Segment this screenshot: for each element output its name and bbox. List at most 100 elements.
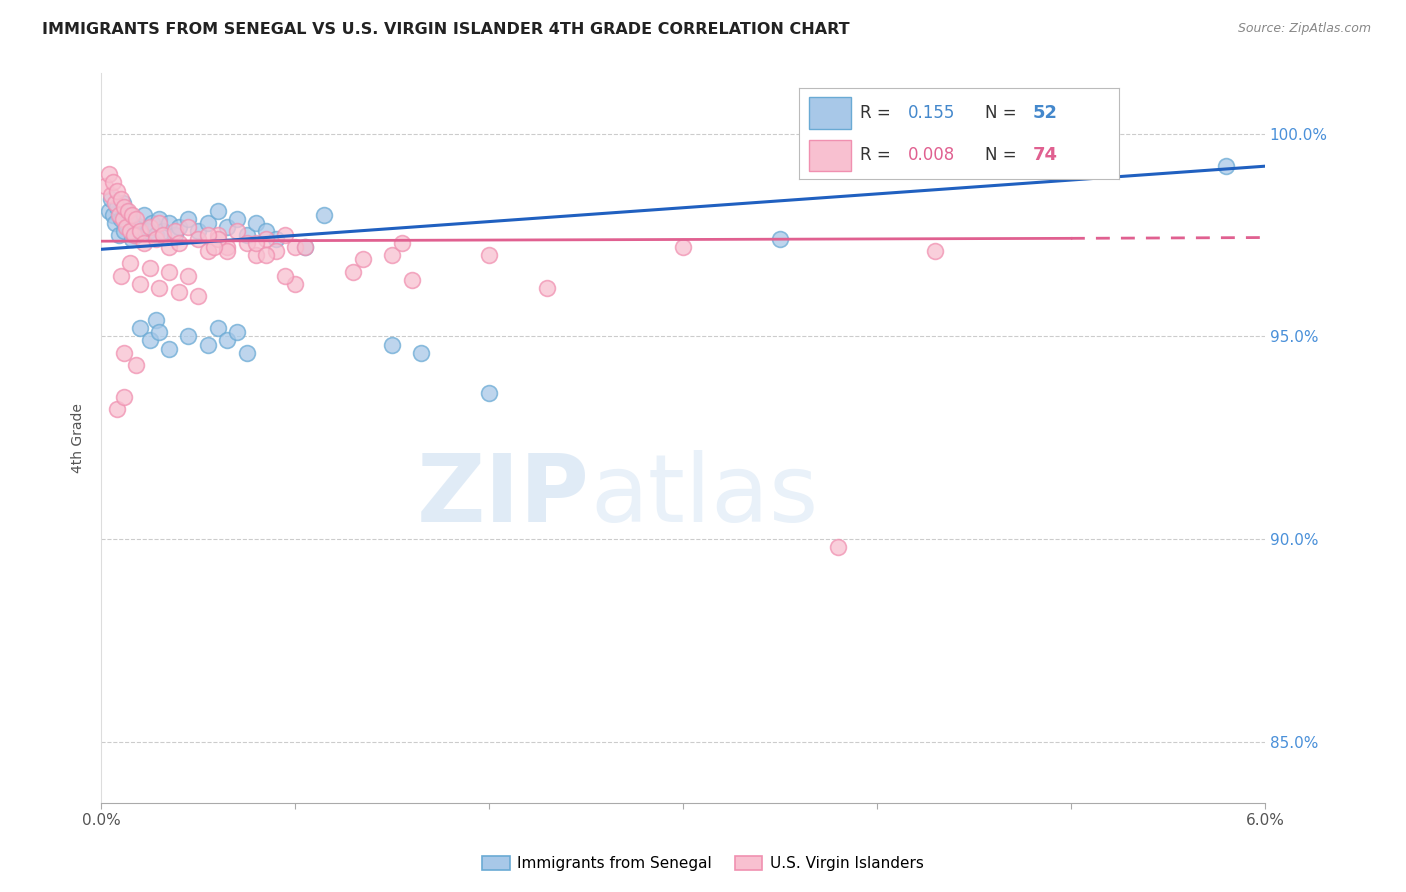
Point [411, 345, 433, 359]
Point [264, 232, 287, 246]
Point [152, 224, 174, 238]
Point [129, 224, 152, 238]
Point [827, 540, 849, 554]
Point [105, 402, 128, 417]
Point [157, 342, 180, 356]
Point [235, 345, 257, 359]
Point [235, 228, 257, 243]
Point [254, 232, 277, 246]
Point [245, 248, 267, 262]
Point [104, 195, 127, 210]
Point [115, 219, 138, 234]
Point [148, 211, 170, 226]
Point [100, 187, 122, 202]
Point [105, 200, 128, 214]
Point [105, 184, 128, 198]
Point [217, 334, 239, 348]
Point [107, 228, 129, 243]
Point [125, 228, 148, 243]
Text: Source: ZipAtlas.com: Source: ZipAtlas.com [1237, 22, 1371, 36]
Point [177, 219, 200, 234]
Point [101, 175, 124, 189]
Point [226, 224, 249, 238]
Point [187, 289, 209, 303]
Point [114, 224, 136, 238]
Point [101, 208, 124, 222]
Point [132, 208, 155, 222]
Point [254, 224, 277, 238]
Point [163, 224, 186, 238]
Point [207, 228, 229, 243]
Point [138, 260, 160, 275]
Point [245, 216, 267, 230]
Point [536, 281, 558, 295]
Point [284, 277, 307, 291]
Point [352, 252, 374, 267]
Point [110, 211, 132, 226]
Point [138, 334, 160, 348]
Point [145, 232, 167, 246]
Point [187, 232, 209, 246]
Text: ZIP: ZIP [418, 450, 591, 542]
Point [157, 216, 180, 230]
Point [284, 240, 307, 254]
Point [129, 321, 152, 335]
Point [120, 256, 142, 270]
Point [177, 329, 200, 343]
Point [122, 216, 145, 230]
Point [122, 228, 145, 243]
Point [254, 248, 277, 262]
Point [217, 244, 239, 259]
Point [391, 236, 413, 251]
Point [141, 216, 163, 230]
Point [114, 200, 136, 214]
Point [148, 216, 170, 230]
Point [217, 240, 239, 254]
Point [100, 192, 122, 206]
Point [157, 264, 180, 278]
Point [117, 219, 139, 234]
Y-axis label: 4th Grade: 4th Grade [72, 403, 86, 473]
Point [163, 228, 186, 243]
Point [401, 273, 423, 287]
Point [274, 268, 297, 283]
Point [114, 345, 136, 359]
Point [197, 216, 219, 230]
Point [115, 203, 138, 218]
Point [672, 240, 695, 254]
Point [110, 268, 132, 283]
Point [769, 232, 792, 246]
Point [104, 216, 127, 230]
Point [120, 224, 142, 238]
Point [235, 236, 257, 251]
Point [478, 386, 501, 401]
Point [207, 203, 229, 218]
Point [111, 195, 134, 210]
Point [114, 390, 136, 404]
Point [110, 192, 132, 206]
Point [197, 337, 219, 351]
Point [125, 211, 148, 226]
Point [167, 219, 190, 234]
Point [117, 203, 139, 218]
Point [121, 208, 143, 222]
Text: IMMIGRANTS FROM SENEGAL VS U.S. VIRGIN ISLANDER 4TH GRADE CORRELATION CHART: IMMIGRANTS FROM SENEGAL VS U.S. VIRGIN I… [42, 22, 849, 37]
Point [129, 277, 152, 291]
Point [177, 211, 200, 226]
Point [177, 268, 200, 283]
Point [478, 248, 501, 262]
Point [217, 219, 239, 234]
Point [111, 211, 134, 226]
Point [294, 240, 316, 254]
Point [197, 244, 219, 259]
Point [963, 139, 986, 153]
Point [207, 321, 229, 335]
Point [207, 232, 229, 246]
Point [125, 358, 148, 372]
Point [167, 236, 190, 251]
Point [121, 232, 143, 246]
Point [167, 285, 190, 299]
Point [98, 167, 121, 181]
Point [138, 219, 160, 234]
Point [202, 240, 225, 254]
